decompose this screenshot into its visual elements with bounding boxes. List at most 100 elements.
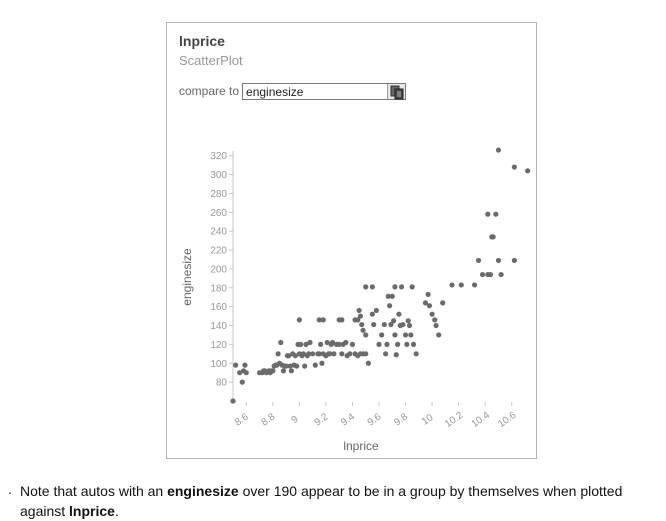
scatter-point	[369, 311, 375, 317]
scatter-point	[376, 341, 382, 347]
scatter-point	[392, 332, 398, 338]
scatter-point	[429, 311, 435, 317]
scatter-point	[327, 351, 333, 357]
scatter-point	[381, 321, 387, 328]
scatter-point	[365, 360, 371, 366]
scatter-point	[310, 351, 316, 357]
scatter-point	[318, 341, 324, 347]
panel-subtitle: ScatterPlot	[179, 53, 243, 68]
scatter-point	[242, 362, 248, 368]
scatter-point	[392, 284, 398, 290]
scatter-point	[270, 368, 276, 374]
copy-icon[interactable]	[390, 85, 404, 100]
scatter-point	[300, 351, 306, 357]
scatter-point	[388, 321, 394, 328]
x-tick-label: 10.2	[443, 410, 466, 430]
scatter-point	[360, 327, 366, 333]
x-axis-title: lnprice	[343, 439, 379, 453]
scatter-point	[307, 339, 313, 346]
scatter-point	[339, 351, 345, 357]
scatter-point	[349, 341, 356, 347]
scatter-point	[485, 211, 491, 217]
scatter-point	[294, 363, 300, 369]
y-tick-label: 200	[210, 264, 227, 275]
scatter-point	[400, 321, 406, 328]
y-tick-label: 220	[210, 246, 227, 257]
scatter-point	[319, 360, 325, 366]
scatter-point	[432, 317, 438, 323]
scatter-point	[475, 257, 482, 264]
scatter-point	[391, 318, 397, 324]
scatter-point	[383, 351, 389, 357]
x-tick-label: 9.2	[313, 411, 331, 428]
scatter-point	[436, 332, 442, 338]
y-tick-label: 240	[210, 227, 227, 238]
scatter-point	[440, 300, 446, 306]
scatter-point	[398, 284, 405, 290]
scatter-point	[458, 282, 464, 288]
scatter-point	[511, 164, 517, 170]
scatter-point	[449, 282, 455, 288]
scatter-point	[343, 339, 349, 346]
scatter-point	[292, 353, 298, 359]
scatter-point	[286, 353, 292, 359]
scatter-point	[394, 341, 401, 347]
scatter-point	[355, 317, 361, 323]
x-tick-label: 9.4	[339, 411, 357, 428]
scatter-point	[329, 339, 336, 346]
note-paragraph: Note that autos with an enginesize over …	[20, 481, 660, 521]
scatter-point	[296, 317, 302, 323]
scatter-point	[288, 368, 294, 374]
scatter-point	[298, 341, 304, 347]
scatterplot-panel: lnprice ScatterPlot compare to enginesiz…	[166, 22, 537, 459]
scatter-point	[406, 322, 413, 329]
scatter-point	[230, 398, 236, 404]
scatter-point	[385, 293, 391, 299]
scatter-point	[278, 339, 284, 346]
y-tick-label: 120	[210, 340, 227, 351]
scatter-point	[283, 363, 289, 369]
scatter-point	[425, 291, 431, 297]
scatter-point	[280, 368, 287, 374]
x-tick-label: 10.4	[470, 410, 493, 430]
scatter-point	[243, 370, 249, 376]
scatter-point	[336, 341, 342, 347]
scatter-point	[233, 362, 239, 368]
scatter-point	[359, 321, 365, 328]
scatter-point	[371, 321, 377, 328]
scatter-point	[316, 317, 322, 323]
scatter-point	[408, 332, 414, 338]
scatter-point	[347, 351, 353, 357]
panel-title: lnprice	[179, 33, 225, 49]
scatter-point	[511, 257, 517, 264]
x-tick-label: 9	[289, 414, 300, 426]
compare-select-value: enginesize	[246, 84, 304, 99]
scatter-point	[495, 147, 502, 153]
scatter-point	[393, 352, 399, 358]
scatter-point	[363, 351, 369, 357]
y-tick-label: 140	[210, 321, 227, 332]
y-tick-label: 180	[210, 283, 227, 294]
x-tick-label: 10.6	[496, 410, 519, 430]
scatter-point	[384, 341, 390, 347]
scatter-point	[433, 322, 439, 329]
x-tick-label: 9.8	[392, 411, 410, 428]
scatter-point	[410, 341, 417, 347]
note-text-2: over 190 appear to be in a group by them…	[20, 483, 623, 519]
scatter-point	[387, 303, 393, 309]
scatter-point	[303, 341, 309, 347]
scatter-chart: 80 100 120 140 160 180 200 220 240 260 280 300 320 8.…	[180, 147, 531, 453]
scatter-point	[487, 271, 494, 278]
y-axis-title: enginesize	[180, 248, 194, 306]
scatter-point	[302, 363, 308, 369]
scatter-point	[312, 362, 318, 368]
scatter-point	[490, 234, 496, 240]
y-tick-label: 80	[216, 378, 228, 389]
scatter-point	[405, 318, 411, 324]
scatter-point	[237, 370, 243, 376]
scatter-point	[316, 351, 322, 357]
scatter-point	[493, 211, 499, 217]
scatter-point	[413, 351, 419, 357]
note-bold-lnprice: lnprice	[69, 503, 115, 519]
scatter-point	[479, 271, 486, 278]
